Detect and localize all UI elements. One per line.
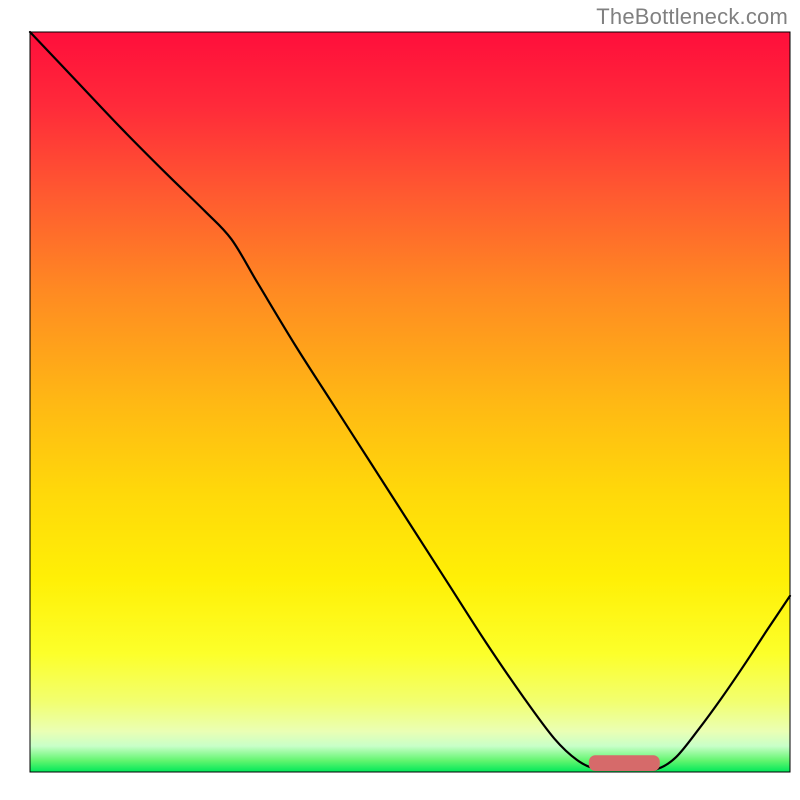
plot-background [30, 32, 790, 772]
bottleneck-chart [0, 0, 800, 800]
optimal-range-marker [589, 756, 659, 771]
